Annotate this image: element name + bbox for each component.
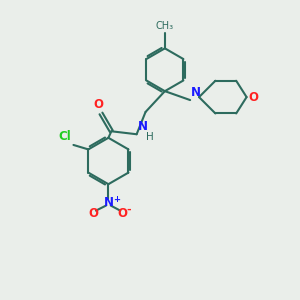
Text: -: - — [127, 204, 131, 214]
Text: CH₃: CH₃ — [156, 21, 174, 31]
Text: O: O — [94, 98, 103, 111]
Text: Cl: Cl — [58, 130, 71, 143]
Text: O: O — [118, 206, 128, 220]
Text: O: O — [88, 206, 98, 220]
Text: N: N — [103, 196, 113, 209]
Text: N: N — [191, 85, 201, 99]
Text: H: H — [146, 132, 154, 142]
Text: N: N — [138, 120, 148, 133]
Text: O: O — [249, 91, 259, 103]
Text: +: + — [113, 194, 120, 203]
